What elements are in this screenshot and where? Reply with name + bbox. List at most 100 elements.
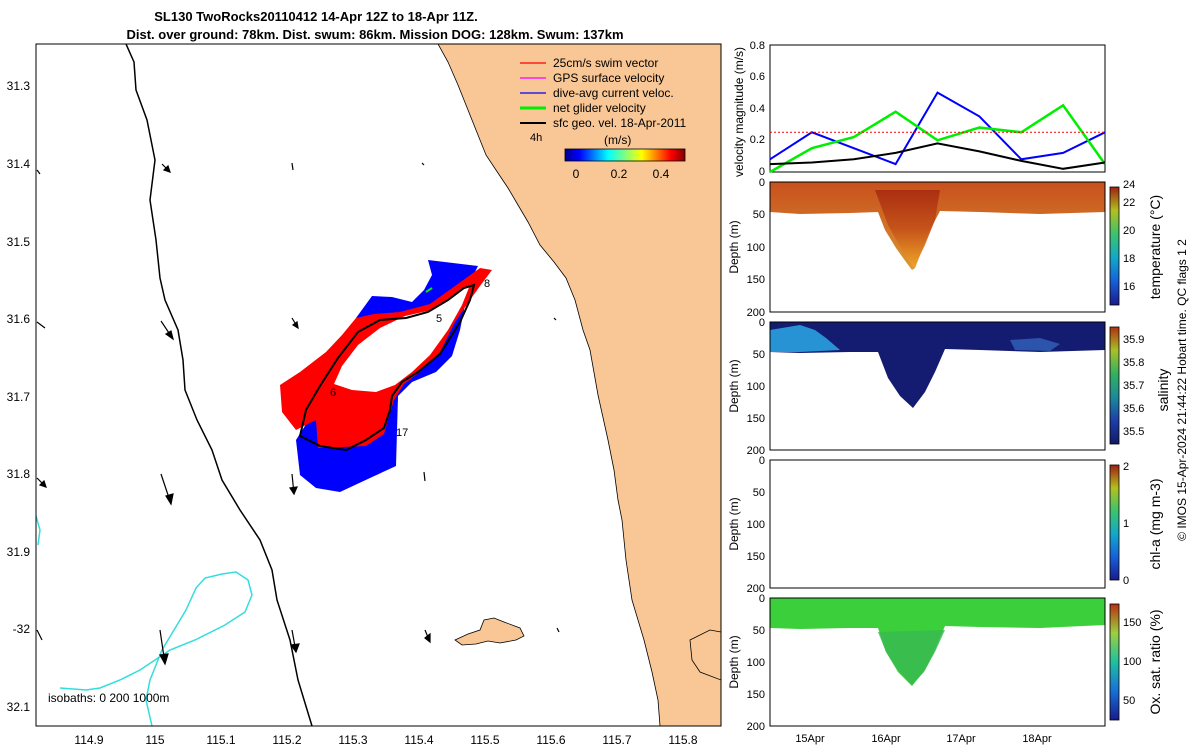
oxygen-colorbar-label: Ox. sat. ratio (%) — [1147, 609, 1163, 714]
map-frame — [35, 43, 722, 727]
y-tick-label: 150 — [747, 689, 765, 701]
velocity-y-ticks: 0 0.2 0.4 0.6 0.8 — [750, 40, 765, 178]
y-tick-label: 0.6 — [750, 71, 765, 83]
time-label: 4h — [530, 132, 542, 144]
y-tick-label: 0 — [759, 166, 765, 178]
isobath-200m — [125, 44, 313, 726]
y-tick-label: 50 — [753, 209, 765, 221]
salinity-ylabel: Depth (m) — [727, 359, 741, 412]
figure-title: SL130 TwoRocks20110412 14-Apr 12Z to 18-… — [154, 9, 477, 24]
colorbar-tick: 1 — [1123, 518, 1129, 530]
y-tick-label: 50 — [753, 349, 765, 361]
y-tick-label: 0.2 — [750, 134, 765, 146]
y-tick-label: 0 — [759, 177, 765, 189]
map-legend: 25cm/s swim vector GPS surface velocity … — [520, 56, 687, 181]
y-tick-label: 200 — [747, 445, 765, 457]
map-x-ticks: 114.9 115 115.1 115.2 115.3 115.4 115.5 … — [74, 733, 697, 747]
x-tick-label: 115.7 — [602, 733, 631, 747]
chla-ylabel: Depth (m) — [727, 497, 741, 550]
colorbar-tick: 0 — [573, 167, 580, 181]
colorbar-tick: 35.8 — [1123, 357, 1144, 369]
legend-entry: sfc geo. vel. 18-Apr-2011 — [553, 116, 687, 130]
x-tick-label: 115.8 — [668, 733, 697, 747]
y-tick-label: 31.5 — [7, 235, 31, 249]
oxygen-colorbar — [1109, 603, 1120, 721]
legend-entry: 25cm/s swim vector — [553, 56, 658, 70]
velocity-series-line — [769, 142, 1106, 170]
colorbar-tick: 18 — [1123, 253, 1135, 265]
y-tick-label: 0.4 — [750, 103, 765, 115]
net-velocity-marker — [425, 287, 433, 293]
y-tick-label: 150 — [747, 274, 765, 286]
y-tick-label: 31.8 — [7, 467, 31, 481]
colorbar-tick: 35.9 — [1123, 334, 1144, 346]
x-tick-label: 115.4 — [404, 733, 433, 747]
day-label: 17 — [396, 427, 408, 439]
x-tick-label: 115.3 — [338, 733, 367, 747]
x-tick-label: 115.2 — [272, 733, 301, 747]
x-tick-label: 115.6 — [536, 733, 565, 747]
oxygen-ylabel: Depth (m) — [727, 635, 741, 688]
colorbar-tick: 35.5 — [1123, 426, 1144, 438]
y-tick-label: 50 — [753, 487, 765, 499]
colorbar-tick: 22 — [1123, 197, 1135, 209]
y-tick-label: 0 — [759, 317, 765, 329]
day-label: 8 — [484, 278, 490, 290]
velocity-ylabel: velocity magnitude (m/s) — [732, 47, 746, 177]
colorbar-tick: 35.7 — [1123, 380, 1144, 392]
time-axis: 15Apr 16Apr 17Apr 18Apr — [795, 733, 1052, 745]
time-tick-label: 16Apr — [871, 733, 901, 745]
glider-track — [298, 283, 476, 452]
temperature-core — [875, 190, 940, 268]
isobath-1000m-edge — [36, 515, 41, 546]
chla-frame — [769, 459, 1106, 589]
y-tick-label: 200 — [747, 721, 765, 733]
legend-entry: dive-avg current veloc. — [553, 86, 674, 100]
colorbar-tick: 100 — [1123, 656, 1141, 668]
colorbar-tick: 20 — [1123, 225, 1135, 237]
map-island — [454, 617, 525, 646]
velocity-panel: 0 0.2 0.4 0.6 0.8 velocity magnitude (m/… — [732, 40, 1107, 178]
y-tick-label: -32 — [13, 622, 31, 636]
y-tick-label: 100 — [747, 381, 765, 393]
y-tick-label: 31.7 — [7, 390, 31, 404]
x-tick-label: 114.9 — [74, 733, 103, 747]
colorbar-tick: 0.4 — [653, 167, 670, 181]
isobath-1000m — [59, 571, 253, 726]
chla-panel: 0 50 100 150 200 Depth (m) 0 1 2 chl-a (… — [727, 455, 1163, 595]
oxygen-deep — [878, 630, 945, 685]
y-tick-label: 50 — [753, 625, 765, 637]
velocity-series-line — [769, 103, 1107, 174]
y-tick-label: 100 — [747, 519, 765, 531]
y-tick-label: 31.3 — [7, 79, 31, 93]
legend-entry: GPS surface velocity — [553, 71, 664, 85]
velocity-series-line — [769, 91, 1106, 166]
colorbar-tick: 24 — [1123, 179, 1135, 191]
map-land — [437, 44, 721, 726]
colorbar-unit: (m/s) — [604, 133, 631, 147]
velocity-series-group — [769, 91, 1107, 174]
y-tick-label: 31.6 — [7, 312, 31, 326]
y-tick-label: 32.1 — [7, 700, 31, 714]
y-tick-label: 100 — [747, 242, 765, 254]
colorbar-tick: 0.2 — [611, 167, 628, 181]
salinity-patch — [1010, 338, 1060, 351]
geo-velocity-arrows — [36, 162, 560, 666]
colorbar-tick: 50 — [1123, 695, 1135, 707]
time-tick-label: 15Apr — [795, 733, 825, 745]
salinity-fresh-patch — [770, 325, 840, 352]
velocity-frame — [769, 44, 1106, 173]
temperature-panel: 0 50 100 150 200 Depth (m) 16 18 20 22 2… — [727, 177, 1163, 319]
oxygen-frame — [769, 597, 1106, 727]
oxygen-panel: 0 50 100 150 200 Depth (m) 50 100 150 Ox… — [727, 593, 1163, 733]
salinity-panel: 0 50 100 150 200 Depth (m) 35.5 35.6 35.… — [727, 317, 1171, 457]
temperature-colorbar-label: temperature (°C) — [1147, 195, 1163, 299]
x-tick-label: 115.5 — [470, 733, 499, 747]
y-tick-label: 100 — [747, 657, 765, 669]
y-tick-label: 200 — [747, 307, 765, 319]
y-tick-label: 150 — [747, 551, 765, 563]
velocity-colorbar — [564, 148, 686, 162]
x-tick-label: 115 — [145, 733, 164, 747]
time-tick-label: 17Apr — [946, 733, 976, 745]
